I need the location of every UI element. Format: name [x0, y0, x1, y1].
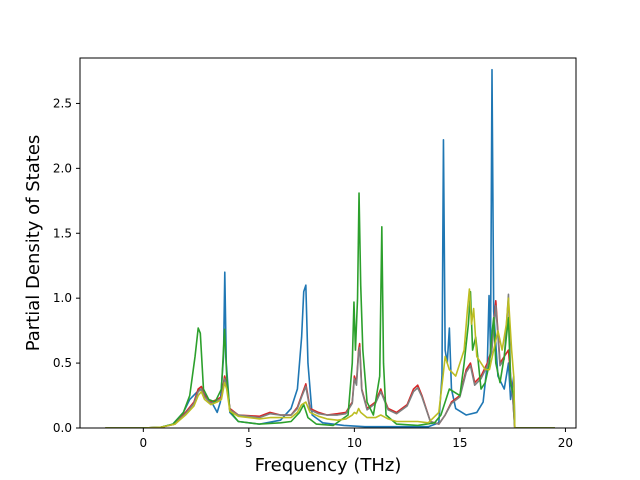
y-tick-label: 2.5	[53, 96, 72, 110]
y-tick-label: 0.0	[53, 421, 72, 435]
x-axis-label: Frequency (THz)	[255, 455, 402, 476]
y-tick-label: 1.0	[53, 291, 72, 305]
x-axis: 0 5 10 15 20	[139, 428, 573, 450]
x-tick-label: 15	[452, 436, 467, 450]
y-tick-label: 0.5	[53, 356, 72, 370]
series-line-3	[105, 293, 555, 428]
series-layer	[105, 68, 555, 428]
y-tick-label: 1.5	[53, 226, 72, 240]
y-axis: 0.0 0.5 1.0 1.5 2.0 2.5	[53, 96, 80, 435]
x-tick-label: 20	[558, 436, 573, 450]
series-line-5	[105, 288, 555, 428]
y-tick-label: 2.0	[53, 161, 72, 175]
x-tick-label: 5	[245, 436, 253, 450]
plot-frame	[79, 57, 577, 429]
x-tick-label: 0	[139, 436, 147, 450]
series-line-4	[105, 192, 555, 428]
y-axis-label: Partial Density of States	[23, 135, 44, 352]
x-tick-label: 10	[347, 436, 362, 450]
